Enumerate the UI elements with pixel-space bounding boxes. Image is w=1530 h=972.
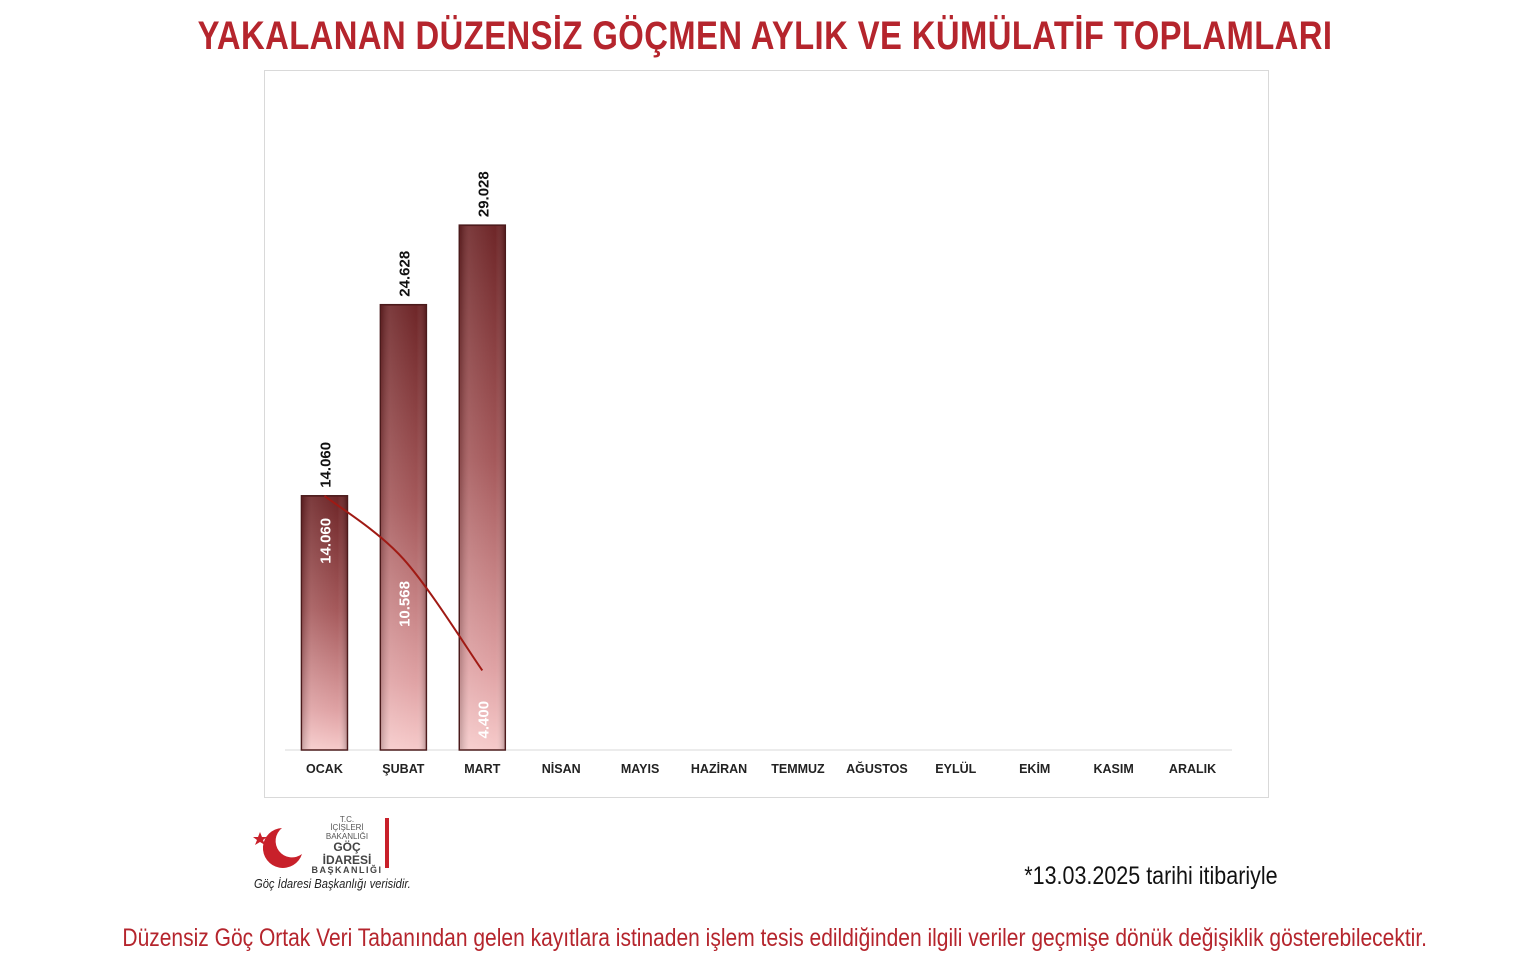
chart-area: OCAK ŞUBAT MART NİSAN MAYIS HAZİRAN TEMMUZ AĞUS… — [264, 70, 1269, 798]
logo-org: GÖÇ İDARESİ — [322, 840, 372, 867]
x-tick-label: KASIM — [1093, 762, 1133, 776]
date-note: *13.03.2025 tarihi itibariyle — [1024, 862, 1278, 890]
bar-value-label: 14.060 — [317, 442, 334, 488]
x-tick-label: OCAK — [306, 762, 343, 776]
logo-tc: T.C. — [339, 815, 355, 824]
x-tick-label: NİSAN — [542, 761, 581, 776]
line-series — [323, 494, 484, 672]
footer-note: Düzensiz Göç Ortak Veri Tabanından gelen… — [122, 924, 1428, 952]
x-tick-label: EYLÜL — [935, 761, 976, 776]
x-tick-label: EKİM — [1019, 761, 1050, 776]
x-tick-label: HAZİRAN — [691, 761, 747, 776]
x-tick-label: AĞUSTOS — [846, 761, 908, 776]
x-tick-label: ŞUBAT — [382, 762, 424, 776]
crescent-star-icon — [253, 828, 302, 868]
line-value-label: 14.060 — [317, 518, 334, 564]
logo-text: T.C. İÇİŞLERİ BAKANLIĞI GÖÇ İDARESİ BAŞK… — [310, 815, 384, 876]
goc-idaresi-logo: T.C. İÇİŞLERİ BAKANLIĞI GÖÇ İDARESİ BAŞK… — [252, 815, 402, 876]
bar-value-label: 24.628 — [396, 251, 413, 297]
logo-divider — [385, 818, 389, 868]
source-note: Göç İdaresi Başkanlığı verisidir. — [254, 876, 411, 891]
x-tick-label: MAYIS — [621, 762, 659, 776]
bar-shine — [460, 226, 505, 749]
chart-svg: OCAK ŞUBAT MART NİSAN MAYIS HAZİRAN TEMMUZ AĞUS… — [285, 171, 1232, 776]
bar-shine — [302, 496, 347, 749]
chart-title: YAKALANAN DÜZENSİZ GÖÇMEN AYLIK VE KÜMÜL… — [197, 14, 1333, 58]
line-value-label: 4.400 — [475, 701, 492, 739]
bar-value-label: 29.028 — [475, 171, 492, 217]
logo-presidency: BAŞKANLIĞI — [311, 865, 383, 876]
x-tick-label: TEMMUZ — [771, 762, 825, 776]
x-tick-label: MART — [464, 762, 500, 776]
line-value-label: 10.568 — [396, 581, 413, 627]
bar-shine — [381, 305, 426, 749]
logo-ministry: İÇİŞLERİ BAKANLIĞI — [325, 823, 369, 841]
x-tick-label: ARALIK — [1169, 762, 1216, 776]
